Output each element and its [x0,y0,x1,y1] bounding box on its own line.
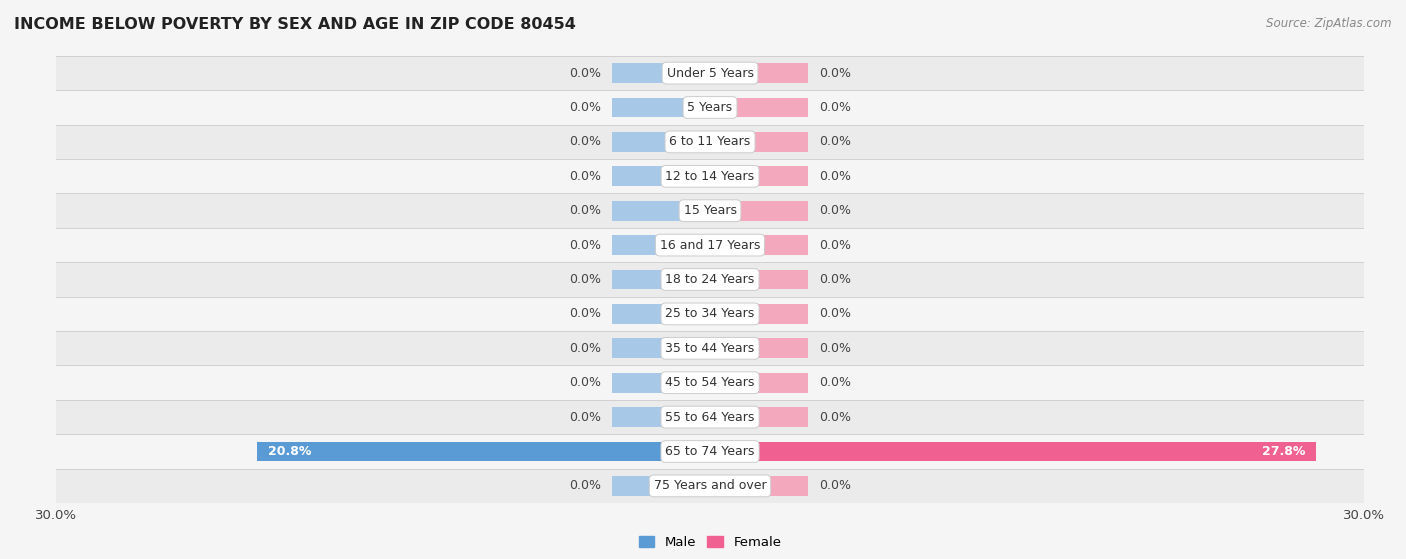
Text: 75 Years and over: 75 Years and over [654,480,766,492]
Text: 27.8%: 27.8% [1261,445,1305,458]
Bar [612,476,710,496]
Bar [612,304,710,324]
Text: 25 to 34 Years: 25 to 34 Years [665,307,755,320]
Text: 0.0%: 0.0% [569,204,602,217]
Bar [710,338,808,358]
Text: 0.0%: 0.0% [818,376,851,389]
Bar [56,125,1364,159]
Bar [612,338,710,358]
Bar [612,373,710,392]
Text: 0.0%: 0.0% [569,411,602,424]
Bar [612,63,710,83]
Bar [612,269,710,290]
Bar [710,476,808,496]
Text: 0.0%: 0.0% [569,67,602,79]
Bar [56,228,1364,262]
Text: 0.0%: 0.0% [569,342,602,355]
Text: 0.0%: 0.0% [818,67,851,79]
Text: 0.0%: 0.0% [818,239,851,252]
Bar [56,400,1364,434]
Text: 0.0%: 0.0% [818,480,851,492]
Text: 45 to 54 Years: 45 to 54 Years [665,376,755,389]
Bar [710,63,808,83]
Text: 0.0%: 0.0% [569,273,602,286]
Text: 0.0%: 0.0% [818,342,851,355]
Bar [56,434,1364,468]
Text: 0.0%: 0.0% [818,307,851,320]
Bar [710,132,808,152]
Bar [612,167,710,186]
Bar [56,56,1364,91]
Bar [612,97,710,117]
Text: 0.0%: 0.0% [818,170,851,183]
Legend: Male, Female: Male, Female [633,531,787,555]
Text: 35 to 44 Years: 35 to 44 Years [665,342,755,355]
Text: 65 to 74 Years: 65 to 74 Years [665,445,755,458]
Bar [56,91,1364,125]
Text: 0.0%: 0.0% [569,170,602,183]
Bar [56,297,1364,331]
Text: INCOME BELOW POVERTY BY SEX AND AGE IN ZIP CODE 80454: INCOME BELOW POVERTY BY SEX AND AGE IN Z… [14,17,576,32]
Text: 6 to 11 Years: 6 to 11 Years [669,135,751,148]
Text: 0.0%: 0.0% [569,135,602,148]
Bar [612,132,710,152]
Bar [56,193,1364,228]
Bar [710,373,808,392]
Bar [710,201,808,221]
Text: 0.0%: 0.0% [569,307,602,320]
Text: 0.0%: 0.0% [818,273,851,286]
Text: 18 to 24 Years: 18 to 24 Years [665,273,755,286]
Bar [710,407,808,427]
Text: 55 to 64 Years: 55 to 64 Years [665,411,755,424]
Text: 12 to 14 Years: 12 to 14 Years [665,170,755,183]
Text: 0.0%: 0.0% [569,239,602,252]
Text: 5 Years: 5 Years [688,101,733,114]
Text: 0.0%: 0.0% [569,101,602,114]
Bar [56,262,1364,297]
Bar [612,235,710,255]
Text: Under 5 Years: Under 5 Years [666,67,754,79]
Text: 0.0%: 0.0% [569,376,602,389]
Text: 0.0%: 0.0% [818,135,851,148]
Bar [257,442,710,462]
Bar [710,97,808,117]
Bar [56,331,1364,366]
Bar [710,235,808,255]
Text: 20.8%: 20.8% [267,445,311,458]
Text: 15 Years: 15 Years [683,204,737,217]
Text: 16 and 17 Years: 16 and 17 Years [659,239,761,252]
Text: 0.0%: 0.0% [818,101,851,114]
Bar [710,167,808,186]
Text: Source: ZipAtlas.com: Source: ZipAtlas.com [1267,17,1392,30]
Text: 0.0%: 0.0% [569,480,602,492]
Bar [56,468,1364,503]
Bar [612,407,710,427]
Bar [612,201,710,221]
Text: 0.0%: 0.0% [818,411,851,424]
Bar [710,442,1316,462]
Bar [710,269,808,290]
Bar [56,159,1364,193]
Bar [710,304,808,324]
Bar [56,366,1364,400]
Text: 0.0%: 0.0% [818,204,851,217]
